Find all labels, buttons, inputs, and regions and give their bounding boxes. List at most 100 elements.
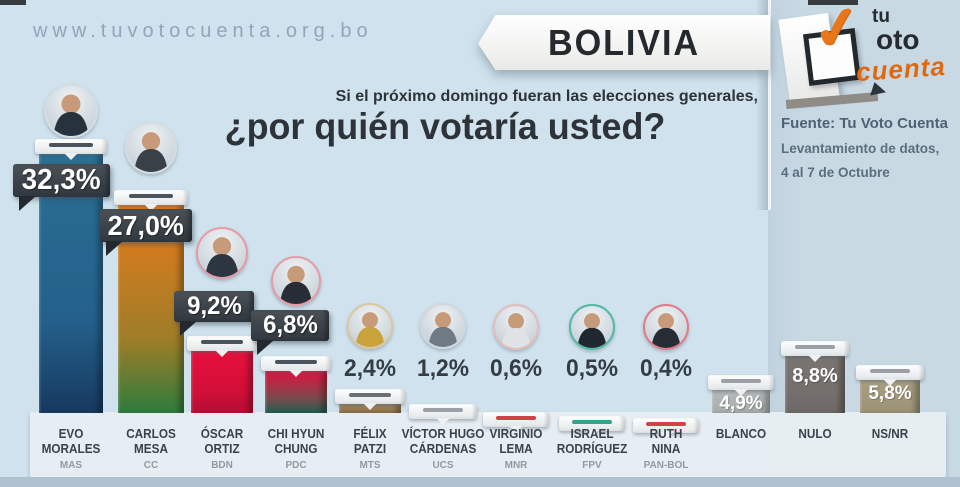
cap-notch-blanco [734,389,748,396]
value-badge-tail-evo-morales [19,196,36,211]
value-label-blanco: 4,9% [719,393,763,414]
candidate-photo--scar-ortiz [196,227,248,279]
ballot-slot-icon [572,420,612,424]
ballot-slot-cap-blanco [708,375,774,390]
candidate-photo-evo-morales [44,84,98,138]
ballot-slot-cap--scar-ortiz [187,336,257,351]
value-label-ns-nr: 5,8% [868,383,912,404]
bar-evo-morales [39,154,103,413]
candidate-name-line: ÓSCAR [200,427,244,441]
value-badge-tail-carlos-mesa [106,241,123,256]
ballot-slot-icon [128,194,174,198]
source-line-2: Levantamiento de datos, [781,141,940,156]
question-line-1: Si el próximo domingo fueran las eleccio… [335,88,758,105]
ballot-slot-cap-f-lix-patzi [335,389,405,404]
cap-notch-evo-morales [64,153,78,160]
value-badge-tail--scar-ortiz [180,321,197,336]
category-label-chi-hyun-chung: CHI HYUN CHUNG PDC [238,427,354,471]
country-ribbon: BOLIVIA [478,15,770,70]
value-badge-chi-hyun-chung: 6,8% [251,310,329,341]
source-block: Fuente: Tu Voto Cuenta Levantamiento de … [781,115,953,189]
candidate-name-line: CHI HYUN [267,427,325,441]
cap-notch-chi-hyun-chung [289,370,303,377]
person-silhouette-icon [134,132,168,172]
ballot-slot-icon [422,408,464,412]
logo-word-tu: tu [872,6,890,27]
candidate-name-line: NS/NR [871,427,909,441]
person-silhouette-icon [205,237,239,277]
category-label-israel-rodr-guez: ISRAEL RODRÍGUEZ FPV [534,427,650,471]
candidate-name-line: CARLOS [126,427,176,441]
source-line-1: Fuente: Tu Voto Cuenta [781,115,948,132]
category-label-f-lix-patzi: FÉLIX PATZI MTS [312,427,428,471]
value-label-nulo: 8,8% [792,365,838,387]
cap-notch-ns-nr [883,379,897,386]
value-label: 27,0% [107,209,185,241]
candidate-photo-israel-rodr-guez [569,304,615,350]
candidate-name-line: ISRAEL [570,427,614,441]
cap-notch-carlos-mesa [144,204,158,211]
bar-nulo [785,356,845,413]
candidate-name-line: RODRÍGUEZ [556,442,628,456]
candidate-name-line: NINA [651,442,681,456]
candidate-photo-f-lix-patzi [347,303,393,349]
cap-notch-virginio-lema [509,426,523,433]
candidate-name-line: FÉLIX [353,427,387,441]
question-line-2: ¿por quién votaría usted? [224,106,666,147]
party-abbreviation: MTS [359,459,381,471]
candidate-name-line: PATZI [353,442,387,456]
candidate-name-line: CHUNG [274,442,318,456]
value-label: 32,3% [22,164,101,196]
category-label-evo-morales: EVO MORALES MAS [13,427,129,471]
value-badge--scar-ortiz: 9,2% [174,291,254,322]
source-line-3: 4 al 7 de Octubre [781,165,890,180]
website-url: www.tuvotocuenta.org.bo [33,20,373,42]
party-abbreviation: CC [143,459,159,471]
party-abbreviation: UCS [432,459,454,471]
value-label: 9,2% [186,292,242,320]
cap-notch-nulo [808,355,822,362]
category-label-nulo: NULO [757,427,873,442]
logo-word-oto: oto [876,24,920,55]
party-abbreviation: FPV [582,459,602,471]
candidate-name-line: LEMA [499,442,533,456]
ballot-slot-cap-ruth-nina [633,418,699,433]
ballot-slot-icon [275,360,317,364]
cap-notch-f-lix-patzi [363,403,377,410]
category-label-blanco: BLANCO [683,427,799,442]
person-silhouette-icon [577,313,607,348]
value-label-v-ctor-hugo-c-rdenas: 1,2% [417,355,469,382]
ballot-slot-cap-ns-nr [856,365,924,380]
value-label-ruth-nina: 0,4% [640,355,692,382]
country-ribbon-label: BOLIVIA [547,21,700,63]
person-silhouette-icon [651,313,681,348]
candidate-name-line: EVO [58,427,84,441]
ballot-slot-icon [349,393,391,397]
candidate-name-line: ORTIZ [204,442,240,456]
candidate-name-line: NULO [798,427,832,441]
ballot-slot-icon [869,369,911,373]
panel-seam-highlight [768,0,771,210]
person-silhouette-icon [279,265,313,304]
bar--scar-ortiz [191,351,253,413]
ballot-slot-icon [721,379,761,383]
ballot-slot-cap-carlos-mesa [114,190,188,205]
candidate-photo-carlos-mesa [125,122,177,174]
ballot-slot-cap-evo-morales [35,139,107,154]
value-label-israel-rodr-guez: 0,5% [566,355,618,382]
category-label-v-ctor-hugo-c-rdenas: VÍCTOR HUGO CÁRDENAS UCS [385,427,501,471]
cap-notch--scar-ortiz [215,350,229,357]
candidate-photo-chi-hyun-chung [271,256,321,306]
ballot-slot-icon [496,416,536,420]
ballot-slot-cap-chi-hyun-chung [261,356,331,371]
category-label-ruth-nina: RUTH NINA PAN-BOL [608,427,724,471]
value-label-f-lix-patzi: 2,4% [344,355,396,382]
person-silhouette-icon [53,94,89,136]
value-badge-evo-morales: 32,3% [13,164,110,197]
candidate-photo-virginio-lema [493,304,539,350]
category-label-virginio-lema: VIRGINIO LEMA MNR [458,427,574,471]
candidate-photo-v-ctor-hugo-c-rdenas [420,303,466,349]
candidate-name-line: VIRGINIO [489,427,543,441]
party-abbreviation: PAN-BOL [643,459,689,471]
